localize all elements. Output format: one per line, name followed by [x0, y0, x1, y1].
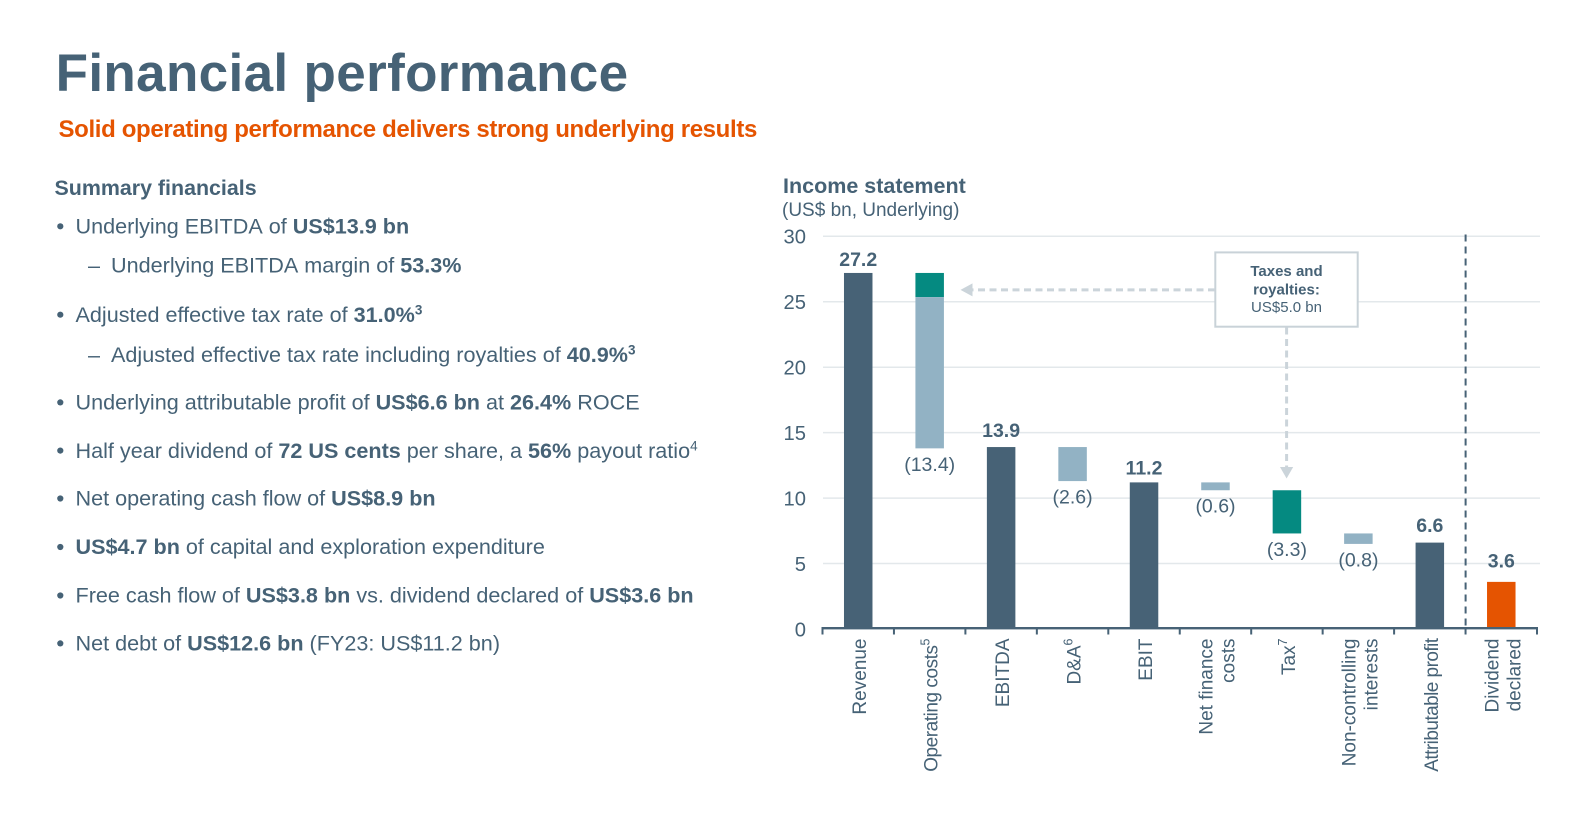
svg-text:Net finance: Net finance — [1197, 639, 1218, 735]
svg-text:(US$ bn, Underlying): (US$ bn, Underlying) — [782, 200, 959, 221]
svg-text:Tax7: Tax7 — [1276, 638, 1300, 675]
svg-text:interests: interests — [1361, 639, 1382, 711]
svg-text:0: 0 — [795, 619, 806, 641]
svg-text:Financial performance: Financial performance — [56, 44, 629, 103]
svg-text:Adjusted effective tax rate in: Adjusted effective tax rate including ro… — [111, 342, 636, 367]
svg-text:Taxes and: Taxes and — [1250, 263, 1322, 280]
svg-text:Half year dividend of 72 US ce: Half year dividend of 72 US cents per sh… — [76, 438, 699, 463]
svg-text:Attributable profit: Attributable profit — [1422, 637, 1443, 771]
svg-text:27.2: 27.2 — [839, 249, 877, 271]
svg-text:(13.4): (13.4) — [904, 454, 955, 476]
svg-text:13.9: 13.9 — [982, 420, 1020, 442]
svg-text:declared: declared — [1504, 639, 1525, 712]
svg-text:15: 15 — [784, 423, 806, 445]
svg-text:(3.3): (3.3) — [1267, 539, 1307, 561]
svg-text:Underlying EBITDA margin of 53: Underlying EBITDA margin of 53.3% — [111, 252, 461, 277]
svg-text:–: – — [88, 252, 100, 277]
svg-text:Net operating cash flow of US$: Net operating cash flow of US$8.9 bn — [76, 486, 436, 511]
svg-text:D&A6: D&A6 — [1062, 638, 1086, 684]
svg-text:costs: costs — [1219, 639, 1240, 683]
svg-text:(0.8): (0.8) — [1338, 549, 1378, 571]
svg-text:Net debt of US$12.6 bn (FY23:: Net debt of US$12.6 bn (FY23: US$11.2 bn… — [76, 631, 501, 656]
svg-text:Underlying EBITDA of US$13.9 b: Underlying EBITDA of US$13.9 bn — [76, 214, 410, 239]
svg-text:Revenue: Revenue — [850, 639, 871, 715]
svg-text:–: – — [88, 342, 100, 367]
svg-text:3.6: 3.6 — [1488, 551, 1515, 573]
svg-text:EBIT: EBIT — [1136, 638, 1157, 681]
svg-text:20: 20 — [784, 358, 806, 380]
svg-text:Income statement: Income statement — [783, 174, 966, 198]
svg-text:Operating costs5: Operating costs5 — [919, 638, 943, 771]
svg-text:US$4.7 bn of capital and explo: US$4.7 bn of capital and exploration exp… — [76, 534, 545, 559]
svg-text:Adjusted effective tax rate of: Adjusted effective tax rate of 31.0%3 — [76, 302, 423, 327]
svg-text:Summary financials: Summary financials — [55, 176, 257, 200]
svg-text:(2.6): (2.6) — [1053, 487, 1093, 509]
svg-text:Dividend: Dividend — [1482, 639, 1503, 713]
svg-text:EBITDA: EBITDA — [993, 638, 1014, 707]
svg-text:Non-controlling: Non-controlling — [1339, 639, 1360, 767]
svg-text:25: 25 — [784, 292, 806, 314]
svg-text:(0.6): (0.6) — [1195, 496, 1235, 518]
svg-text:Underlying attributable profit: Underlying attributable profit of US$6.6… — [76, 390, 640, 415]
svg-text:30: 30 — [784, 227, 806, 249]
svg-text:Solid operating performance de: Solid operating performance delivers str… — [59, 116, 757, 143]
svg-text:11.2: 11.2 — [1126, 457, 1163, 479]
svg-text:Free cash flow of US$3.8 bn vs: Free cash flow of US$3.8 bn vs. dividend… — [76, 583, 694, 608]
svg-text:US$5.0 bn: US$5.0 bn — [1251, 299, 1322, 316]
svg-text:5: 5 — [795, 554, 806, 576]
svg-text:royalties:: royalties: — [1253, 281, 1320, 298]
svg-text:6.6: 6.6 — [1416, 515, 1443, 537]
svg-text:10: 10 — [784, 488, 806, 510]
